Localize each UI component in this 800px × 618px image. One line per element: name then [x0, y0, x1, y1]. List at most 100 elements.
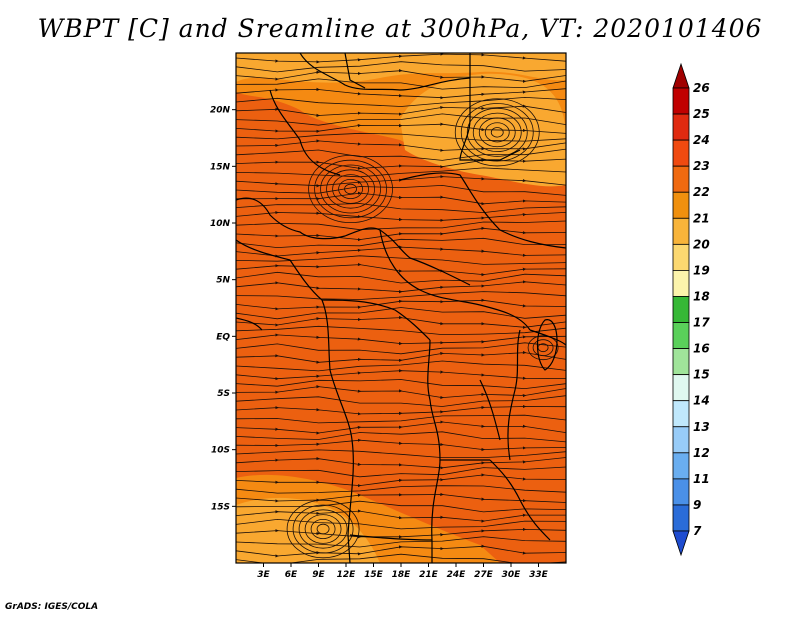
x-tick-label: 18E	[392, 570, 412, 580]
streamline	[236, 385, 566, 400]
x-tick-label: 33E	[529, 570, 549, 580]
colorbar-level-label: 20	[693, 237, 710, 251]
streamline	[236, 544, 566, 558]
colorbar-level-label: 19	[693, 263, 710, 277]
streamline	[236, 104, 566, 118]
streamline	[478, 117, 516, 148]
streamline	[320, 164, 381, 214]
x-tick-label: 3E	[257, 570, 270, 580]
colorbar-swatch	[672, 426, 690, 454]
streamline	[338, 179, 363, 199]
streamline	[236, 369, 566, 381]
streamline	[304, 514, 342, 544]
y-tick-label: 20N	[210, 106, 231, 116]
colorbar-level-label: 22	[693, 185, 710, 199]
colorbar-swatch	[672, 139, 690, 167]
streamline	[236, 527, 566, 539]
streamline	[332, 174, 369, 204]
streamline	[236, 492, 566, 503]
streamline	[236, 325, 566, 336]
streamline	[537, 343, 549, 353]
colorbar-level-label: 14	[693, 394, 710, 408]
streamline	[472, 112, 522, 152]
colorbar-swatch	[672, 374, 690, 402]
streamline	[236, 438, 566, 452]
streamline	[236, 226, 566, 242]
streamline	[236, 291, 566, 300]
colorbar-swatch	[672, 504, 690, 532]
y-tick-label: EQ	[216, 332, 230, 342]
colorbar-swatch	[672, 217, 690, 245]
colorbar-swatch	[672, 270, 690, 297]
colorbar-swatch	[672, 243, 690, 271]
streamline	[236, 53, 566, 64]
x-tick-label: 6E	[285, 570, 298, 580]
colorbar-level-label: 7	[693, 524, 702, 538]
streamline	[236, 536, 566, 548]
colorbar-level-label: 15	[693, 368, 710, 382]
streamline	[460, 103, 534, 162]
x-tick-label: 21E	[419, 570, 439, 580]
streamline	[236, 203, 566, 214]
colorbar-level-label: 18	[693, 289, 710, 303]
colorbar-level-label: 26	[693, 81, 710, 95]
streamline	[236, 473, 566, 488]
streamline	[236, 298, 566, 311]
colorbar-swatch	[672, 165, 690, 193]
colorbar-level-label: 21	[693, 211, 710, 225]
streamline	[316, 523, 330, 535]
colorbar-swatch	[672, 87, 690, 115]
colorbar-swatch	[672, 296, 690, 323]
streamline	[236, 167, 566, 178]
colorbar-level-label: 11	[693, 472, 710, 486]
colorbar-swatch	[672, 452, 690, 480]
streamline	[236, 509, 566, 523]
colorbar-level-label: 24	[693, 133, 710, 147]
streamline	[314, 159, 387, 219]
colorbar-level-label: 16	[693, 342, 710, 356]
colorbar-bottom-arrow	[672, 530, 690, 557]
colorbar-swatch	[672, 400, 690, 428]
y-tick-label: 10N	[210, 219, 231, 229]
colorbar-swatch	[672, 191, 690, 219]
streamline	[286, 499, 360, 559]
streamline	[236, 113, 566, 126]
streamline	[236, 245, 566, 258]
streamline	[236, 333, 566, 346]
x-axis: 3E 6E 9E 12E 15E 18E 21E 24E 27E 30E 33E	[257, 563, 549, 580]
streamline	[236, 280, 566, 294]
streamlines-layer	[236, 53, 566, 563]
streamline	[236, 210, 566, 222]
streamline	[292, 504, 354, 554]
streamline	[236, 191, 566, 206]
streamline	[236, 315, 566, 329]
colorbar-top-arrow	[672, 62, 690, 89]
streamline	[236, 395, 566, 407]
country-borders	[236, 53, 566, 563]
streamline	[236, 350, 566, 364]
y-tick-label: 5N	[216, 276, 230, 286]
colorbar-level-label: 17	[693, 316, 710, 330]
colorbar-swatch	[672, 113, 690, 141]
x-tick-label: 9E	[312, 570, 325, 580]
streamline	[466, 108, 528, 157]
colorbar: 26 25 24 23 22 21 20 19 18 17 16 15 14 13 12 11 9 7	[672, 62, 710, 557]
streamline	[298, 509, 348, 549]
streamline	[236, 122, 566, 134]
streamline	[236, 449, 566, 458]
streamline	[236, 69, 566, 83]
streamline	[484, 122, 510, 143]
colorbar-level-label: 12	[693, 446, 710, 460]
streamline	[236, 420, 566, 435]
colorbar-level-label: 13	[693, 420, 710, 434]
y-tick-label: 15N	[210, 162, 231, 172]
x-tick-label: 24E	[447, 570, 467, 580]
streamline	[344, 183, 357, 195]
colorbar-level-label: 9	[693, 498, 701, 512]
colorbar-swatch	[672, 348, 690, 376]
x-tick-label: 30E	[502, 570, 522, 580]
streamline	[236, 139, 566, 152]
footer-credit: GrADS: IGES/COLA	[5, 602, 99, 612]
x-tick-label: 15E	[364, 570, 384, 580]
